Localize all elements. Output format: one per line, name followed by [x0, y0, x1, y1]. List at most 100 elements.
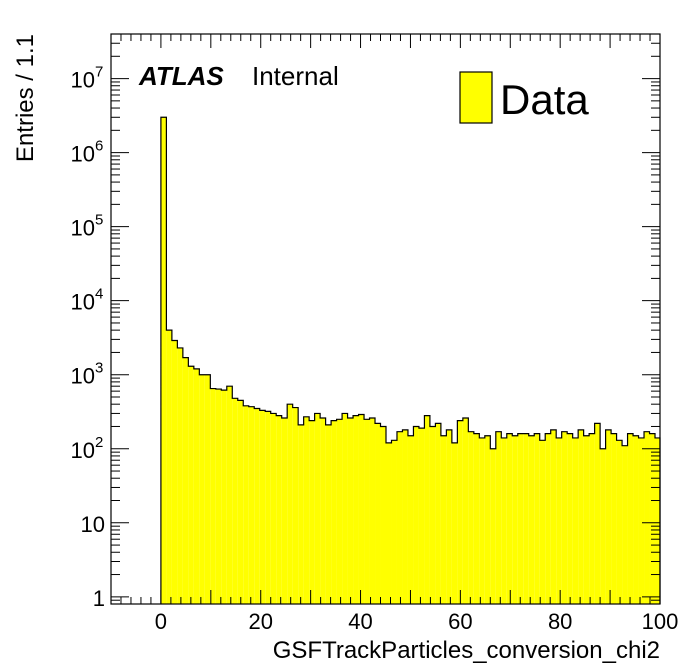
- histogram-bar: [567, 433, 573, 604]
- histogram-bar: [512, 435, 518, 604]
- histogram-outline: [160, 116, 661, 604]
- y-tick-exponent: 4: [95, 286, 103, 303]
- histogram-bar: [490, 448, 496, 604]
- histogram-bar: [644, 431, 650, 604]
- histogram-bar: [534, 433, 540, 604]
- y-tick-exponent: 2: [95, 434, 103, 451]
- y-tick-label: 10: [71, 142, 95, 167]
- histogram-bar: [589, 433, 595, 604]
- histogram-bar: [358, 414, 365, 604]
- histogram-bar: [633, 435, 639, 604]
- y-axis-title: Entries / 1.1: [12, 34, 39, 162]
- histogram-bar: [561, 431, 568, 604]
- histogram-bar: [342, 413, 348, 604]
- histogram-bar: [506, 433, 513, 604]
- histogram-bar: [336, 419, 343, 604]
- histogram-bar: [556, 437, 562, 604]
- x-tick-label: 20: [248, 609, 272, 634]
- histogram-bar: [331, 420, 337, 604]
- histogram-bar: [600, 448, 606, 604]
- histogram-bar: [539, 440, 546, 604]
- histogram-bar: [364, 419, 370, 604]
- histogram-bar: [413, 426, 419, 604]
- histogram-bar: [655, 437, 660, 604]
- histogram-bar: [594, 423, 601, 604]
- histogram-bar: [292, 407, 299, 604]
- histogram-bar: [303, 416, 310, 604]
- histogram-bar: [468, 431, 474, 604]
- histogram-bar: [380, 426, 386, 604]
- histogram-bar: [243, 405, 249, 604]
- histogram-bar: [638, 437, 645, 604]
- histogram-bar: [182, 357, 189, 604]
- histogram-bar: [265, 411, 271, 604]
- histogram-bar: [221, 390, 227, 604]
- atlas-label: ATLAS: [138, 61, 224, 91]
- histogram-bar: [495, 431, 502, 604]
- x-axis-title: GSFTrackParticles_conversion_chi2: [273, 637, 660, 664]
- histogram-bar: [457, 420, 463, 604]
- histogram-bar: [248, 406, 255, 604]
- y-tick-label: 10: [71, 216, 95, 241]
- histogram-bar: [215, 389, 222, 604]
- histogram-bar: [259, 410, 266, 604]
- x-tick-label: 0: [155, 609, 167, 634]
- histogram-bar: [375, 423, 381, 604]
- histogram-bar: [611, 433, 617, 604]
- y-tick-exponent: 7: [95, 64, 103, 81]
- histogram-bar: [210, 388, 216, 604]
- histogram-bar: [622, 445, 628, 604]
- y-tick-exponent: 6: [95, 138, 103, 155]
- histogram-bar: [572, 437, 579, 604]
- histogram-bar: [523, 433, 529, 604]
- histogram-bar: [583, 435, 590, 604]
- legend-swatch: [459, 71, 493, 124]
- histogram-bar: [605, 429, 612, 604]
- histogram-bar: [517, 433, 524, 604]
- histogram-bar: [325, 424, 332, 604]
- histogram-bar: [353, 415, 359, 604]
- histogram-bar: [429, 426, 436, 604]
- histogram-bar: [369, 418, 376, 604]
- histogram-bar: [479, 437, 485, 604]
- histogram-bars: [160, 116, 661, 604]
- x-tick-label: 40: [348, 609, 372, 634]
- histogram-bar: [171, 340, 178, 604]
- y-tick-exponent: 5: [95, 212, 103, 229]
- histogram-bar: [545, 433, 551, 604]
- histogram-bar: [166, 330, 172, 604]
- plot-frame: [110, 33, 661, 605]
- histogram-bar: [501, 437, 507, 604]
- histogram-bar: [484, 435, 491, 604]
- histogram-bar: [309, 420, 315, 604]
- histogram-bar: [402, 429, 408, 604]
- histogram-bar: [550, 429, 557, 604]
- y-tick-exponent: 3: [95, 360, 103, 377]
- y-tick-label: 10: [71, 438, 95, 463]
- histogram-bar: [320, 418, 326, 604]
- histogram-bar: [616, 440, 623, 604]
- histogram-bar: [424, 415, 430, 604]
- histogram-bar: [204, 374, 211, 604]
- histogram-bar: [407, 435, 414, 604]
- histogram-bar: [435, 423, 441, 604]
- x-tick-label: 80: [548, 609, 572, 634]
- histogram-bar: [385, 442, 392, 604]
- histogram-bar: [287, 404, 293, 604]
- histogram-bar: [649, 433, 656, 604]
- histogram-bar: [627, 433, 634, 604]
- histogram-bar: [232, 398, 238, 604]
- histogram-bar: [391, 440, 397, 604]
- histogram-bar: [298, 424, 304, 604]
- y-tick-label: 10: [71, 290, 95, 315]
- histogram-bar: [578, 429, 584, 604]
- histogram-bar: [237, 400, 244, 604]
- y-tick-label: 10: [71, 68, 95, 93]
- histogram-bar: [418, 428, 425, 604]
- histogram-bar: [177, 347, 183, 604]
- histogram-bar: [160, 117, 167, 604]
- histogram-bar: [199, 374, 205, 604]
- histogram-bar: [276, 415, 282, 604]
- x-tick-label: 100: [642, 609, 679, 634]
